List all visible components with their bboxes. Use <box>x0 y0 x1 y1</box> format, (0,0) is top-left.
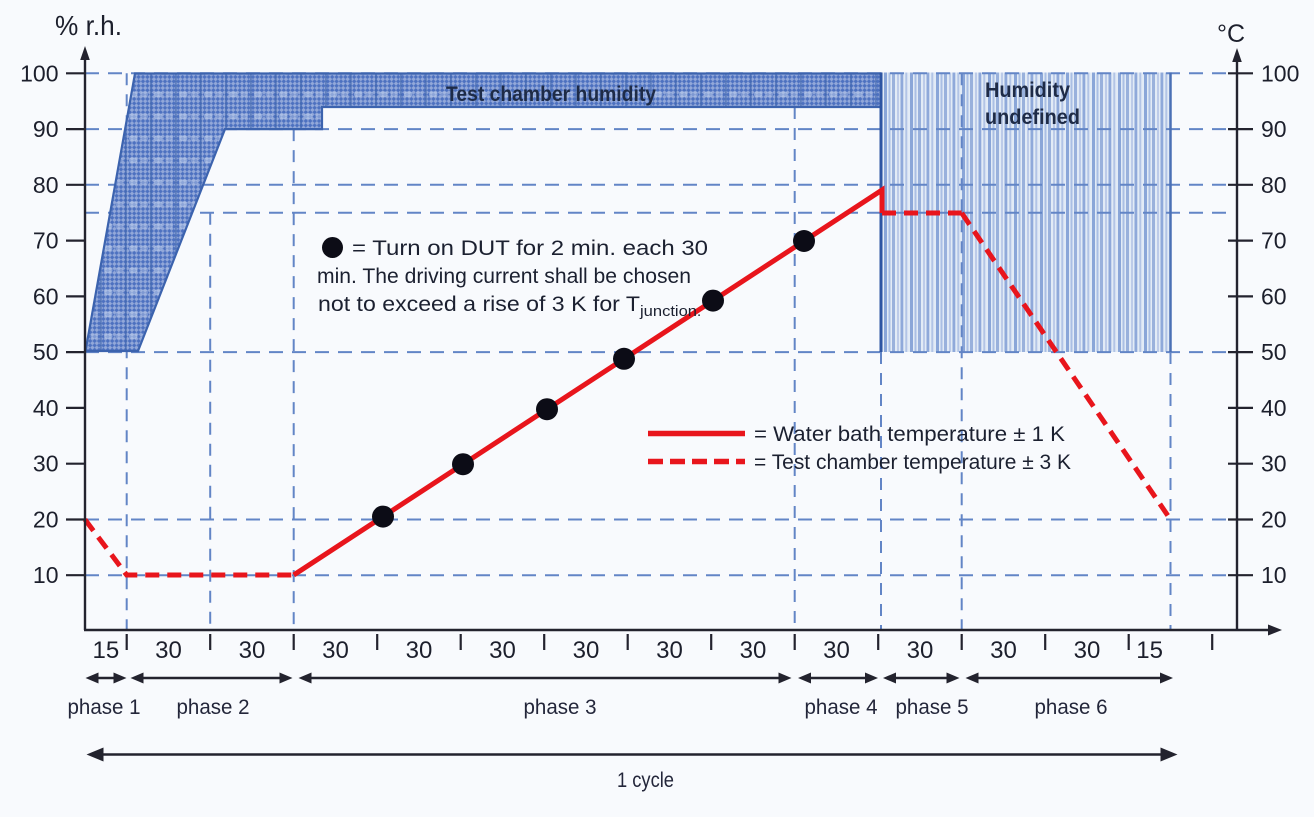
svg-text:10: 10 <box>1261 562 1287 588</box>
svg-text:30: 30 <box>1261 451 1287 477</box>
svg-text:min. The driving current shall: min. The driving current shall be chosen <box>317 264 691 288</box>
svg-text:30: 30 <box>990 637 1017 664</box>
svg-text:80: 80 <box>1261 172 1287 198</box>
svg-text:100: 100 <box>1261 60 1299 86</box>
svg-text:10: 10 <box>33 562 59 588</box>
svg-text:= Test chamber temperature ± 3: = Test chamber temperature ± 3 K <box>754 450 1072 474</box>
svg-text:°C: °C <box>1217 20 1245 48</box>
svg-text:30: 30 <box>907 637 934 664</box>
svg-text:30: 30 <box>155 637 182 664</box>
svg-text:15: 15 <box>93 637 120 664</box>
svg-text:30: 30 <box>322 637 349 664</box>
svg-text:= Water bath temperature ± 1 K: = Water bath temperature ± 1 K <box>754 422 1066 446</box>
svg-text:Humidity: Humidity <box>985 78 1070 102</box>
svg-text:90: 90 <box>33 116 59 142</box>
svg-text:phase 1: phase 1 <box>68 695 141 719</box>
svg-text:30: 30 <box>656 637 683 664</box>
svg-text:30: 30 <box>406 637 433 664</box>
svg-text:phase 2: phase 2 <box>177 695 250 719</box>
svg-text:not to exceed a rise of 3 K fo: not to exceed a rise of 3 K for Tjunctio… <box>318 292 701 320</box>
svg-text:phase 5: phase 5 <box>896 695 969 719</box>
svg-text:15: 15 <box>1136 637 1163 664</box>
svg-text:phase 6: phase 6 <box>1035 695 1108 719</box>
svg-text:30: 30 <box>823 637 850 664</box>
svg-text:30: 30 <box>573 637 600 664</box>
svg-text:40: 40 <box>33 395 59 421</box>
svg-text:100: 100 <box>20 60 58 86</box>
svg-text:30: 30 <box>489 637 516 664</box>
svg-text:phase 3: phase 3 <box>524 695 597 719</box>
svg-text:1 cycle: 1 cycle <box>617 768 674 792</box>
svg-text:50: 50 <box>33 339 59 365</box>
svg-text:60: 60 <box>33 283 59 309</box>
svg-text:Test chamber humidity: Test chamber humidity <box>446 82 656 106</box>
svg-text:30: 30 <box>1074 637 1101 664</box>
svg-text:20: 20 <box>33 507 59 533</box>
svg-text:phase 4: phase 4 <box>805 695 878 719</box>
svg-text:30: 30 <box>740 637 767 664</box>
svg-text:50: 50 <box>1261 339 1287 365</box>
svg-text:30: 30 <box>239 637 266 664</box>
svg-text:= Turn on DUT for 2 min. each: = Turn on DUT for 2 min. each 30 <box>352 236 708 260</box>
svg-text:70: 70 <box>1261 228 1287 254</box>
svg-text:80: 80 <box>33 172 59 198</box>
svg-text:90: 90 <box>1261 116 1287 142</box>
svg-text:% r.h.: % r.h. <box>55 10 122 41</box>
svg-text:70: 70 <box>33 228 59 254</box>
svg-text:30: 30 <box>33 451 59 477</box>
svg-text:20: 20 <box>1261 507 1287 533</box>
svg-text:undefined: undefined <box>985 105 1080 129</box>
svg-text:40: 40 <box>1261 395 1287 421</box>
svg-text:60: 60 <box>1261 283 1287 309</box>
